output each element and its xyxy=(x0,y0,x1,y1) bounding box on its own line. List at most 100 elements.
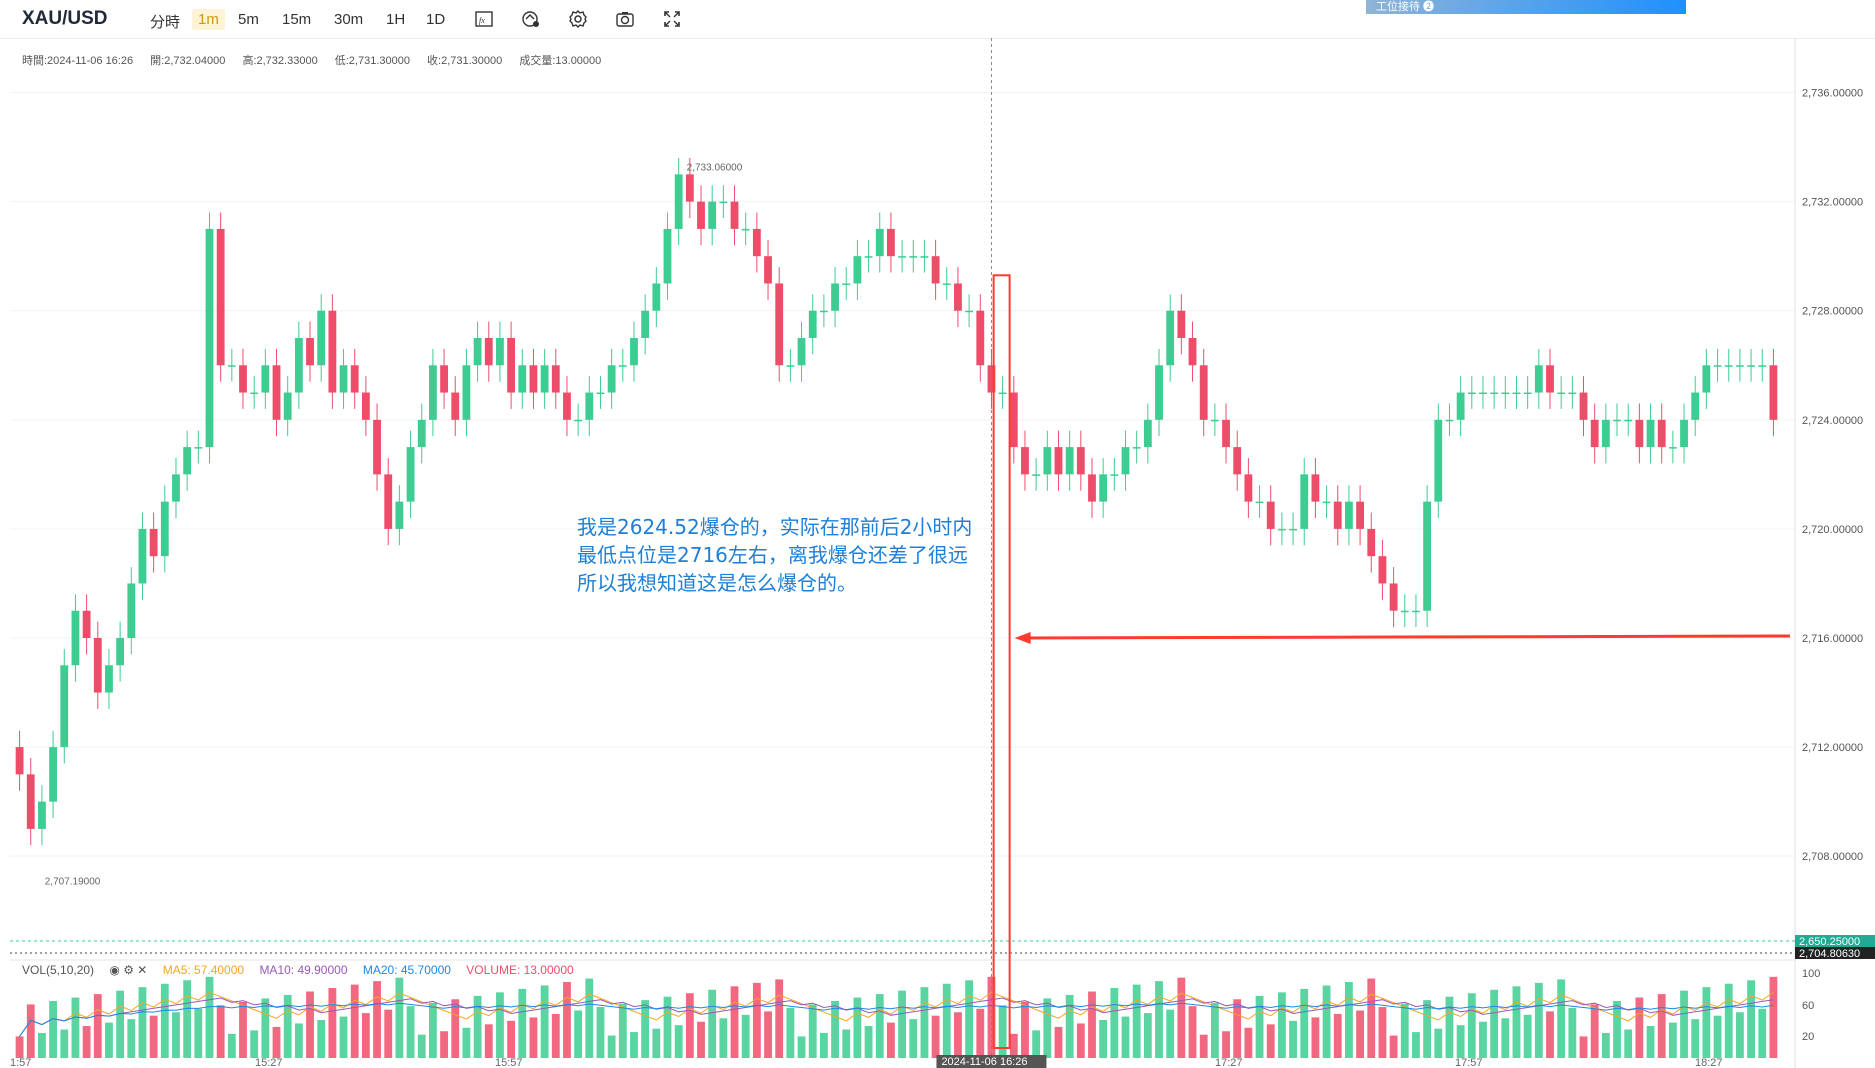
volume-bar xyxy=(942,983,951,1058)
candle-body xyxy=(1356,501,1365,529)
candle-body xyxy=(697,201,705,229)
candle-body xyxy=(965,310,974,313)
candle-body xyxy=(227,365,236,367)
volume-bar xyxy=(1043,998,1052,1058)
candle-body xyxy=(1345,501,1353,529)
indicator-icon[interactable]: fx xyxy=(473,8,495,30)
candle-body xyxy=(1199,365,1208,420)
vol-ma5: MA5: 57.40000 xyxy=(162,963,245,977)
volume-tick-label: 100 xyxy=(1802,968,1820,980)
vol-label: VOL(5,10,20) xyxy=(22,963,95,977)
volume-bar xyxy=(797,1036,806,1058)
volume-bar xyxy=(618,1003,627,1058)
volume-bar xyxy=(1546,1011,1554,1058)
volume-bar xyxy=(875,994,884,1058)
ohlc-open: 開:2,732.04000 xyxy=(150,55,226,67)
volume-bar xyxy=(529,1017,538,1058)
candle-body xyxy=(529,365,538,393)
volume-bar xyxy=(1635,997,1644,1058)
last-price-badge xyxy=(1795,947,1875,959)
candle-body xyxy=(1747,365,1755,367)
camera-icon[interactable] xyxy=(614,8,636,30)
candle-body xyxy=(317,310,326,366)
interval-5m[interactable]: 5m xyxy=(238,11,259,28)
candle-body xyxy=(1367,528,1376,557)
candle-body xyxy=(1512,392,1521,395)
volume-bar xyxy=(1143,1013,1152,1058)
volume-bar xyxy=(239,1001,247,1058)
volume-bar xyxy=(1467,993,1476,1058)
interval-30m[interactable]: 30m xyxy=(334,11,364,28)
fullscreen-icon[interactable] xyxy=(661,8,683,30)
candle-body xyxy=(194,447,203,449)
candle-body xyxy=(484,338,493,366)
candle-body xyxy=(674,174,683,229)
price-tick-label: 2,712.00000 xyxy=(1802,742,1863,754)
volume-bar xyxy=(1702,987,1711,1058)
candle-body xyxy=(272,365,281,420)
interval-1h[interactable]: 1H xyxy=(386,11,406,28)
candle-body xyxy=(451,392,460,420)
interval-tick[interactable]: 分時 xyxy=(150,14,181,31)
time-tick-label: 18:27 xyxy=(1695,1057,1723,1068)
time-tick-label: 15:57 xyxy=(495,1057,523,1068)
candle-body xyxy=(1601,419,1610,448)
volume-bar xyxy=(819,1032,828,1058)
volume-bar xyxy=(1523,1014,1532,1058)
interval-1m[interactable]: 1m xyxy=(192,9,225,30)
volume-bar xyxy=(172,1012,180,1058)
volume-bar xyxy=(752,982,761,1058)
volume-bar xyxy=(473,995,482,1058)
candle-body xyxy=(1490,392,1499,395)
candle-body xyxy=(350,365,359,393)
candle-body xyxy=(1691,392,1700,420)
candle-body xyxy=(1233,447,1242,475)
volume-bar xyxy=(1166,1009,1175,1058)
vol-eye-icon[interactable]: ◉ ⚙ ✕ xyxy=(109,963,148,977)
time-tick-label: 17:27 xyxy=(1215,1057,1243,1068)
candle-body xyxy=(864,256,873,258)
volume-bar xyxy=(82,1026,91,1058)
candle-body xyxy=(663,228,672,284)
volume-bar xyxy=(965,980,974,1058)
volume-bar xyxy=(987,976,996,1058)
price-chart[interactable]: 2,736.00000 2,732.00000 2,728.00000 2,724.0… xyxy=(0,38,1875,1068)
candle-body xyxy=(563,392,571,420)
volume-bar xyxy=(674,1025,683,1058)
candle-body xyxy=(462,365,471,420)
symbol-title[interactable]: XAU/USD xyxy=(22,8,108,29)
volume-bar xyxy=(1367,978,1376,1058)
candle-body xyxy=(261,365,270,393)
settings-icon[interactable] xyxy=(567,8,589,30)
volume-bar xyxy=(1289,1020,1297,1058)
compare-icon[interactable] xyxy=(520,8,542,30)
volume-bar xyxy=(194,1008,203,1058)
candle-body xyxy=(93,638,102,693)
volume-bar xyxy=(1099,1020,1108,1058)
volume-bar xyxy=(1691,1019,1700,1058)
volume-bar xyxy=(1322,985,1331,1058)
candle-body xyxy=(1009,392,1018,448)
volume-bar xyxy=(15,1036,24,1058)
volume-ma5-line xyxy=(19,991,1774,1037)
volume-bar xyxy=(1557,979,1566,1058)
candle-body xyxy=(26,774,35,829)
volume-bar xyxy=(1345,982,1353,1058)
promo-banner[interactable]: 工位接待 ❷ xyxy=(1366,0,1686,14)
candle-body xyxy=(1467,392,1476,395)
ohlc-volume: 成交量:13.00000 xyxy=(519,55,602,67)
price-tick-label: 2,720.00000 xyxy=(1802,524,1863,536)
price-axis: 2,736.00000 2,732.00000 2,728.00000 2,724.0… xyxy=(10,38,1875,1068)
candle-body xyxy=(1423,501,1432,611)
volume-bar xyxy=(708,989,717,1058)
volume-bar xyxy=(1255,995,1264,1058)
volume-bar xyxy=(1378,1007,1387,1058)
volume-bar xyxy=(1121,1016,1130,1058)
candle-body xyxy=(395,501,404,529)
volume-bar xyxy=(451,999,460,1058)
interval-1d[interactable]: 1D xyxy=(426,11,446,28)
candle-body xyxy=(1624,419,1633,422)
candle-body xyxy=(49,747,58,802)
interval-15m[interactable]: 15m xyxy=(282,11,312,28)
volume-bar xyxy=(138,987,147,1058)
